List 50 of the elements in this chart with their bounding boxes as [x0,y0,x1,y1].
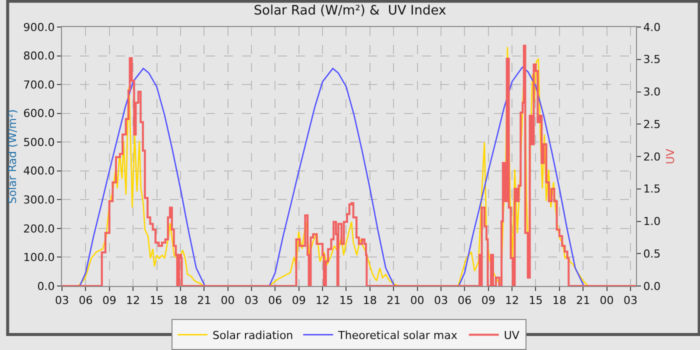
x-tick-label: 03 [434,294,448,308]
x-tick-label: 18 [552,294,566,308]
x-tick-label: 15 [339,294,354,308]
y2-tick-label: 0.0 [643,280,661,293]
y-tick-label: 400.0 [23,164,55,178]
y2-tick-label: 2.0 [643,150,661,164]
y2-tick-label: 4.0 [643,20,661,34]
y2-tick-label: 3.5 [643,53,661,66]
x-tick-label: 21 [576,294,590,308]
legend-label: Solar radiation [212,328,294,342]
x-tick-label: 03 [55,294,69,308]
x-tick-label: 09 [292,294,306,308]
y-axis-title: Solar Rad (W/m²) [6,109,19,204]
x-tick-label: 15 [150,294,164,308]
y2-tick-label: 0.5 [643,247,661,260]
legend-label: Theoretical solar max [337,328,458,342]
y2-tick-label: 1.0 [643,215,661,228]
y2-tick-label: 3.0 [643,86,661,99]
y-tick-label: 600.0 [23,107,55,120]
x-tick-label: 03 [244,294,258,308]
x-tick-label: 03 [623,294,638,308]
y-tick-label: 100.0 [23,251,55,264]
x-tick-label: 21 [197,294,212,308]
y-tick-label: 0.0 [37,280,55,293]
y-tick-label: 700.0 [23,78,55,92]
y2-axis-title: UV [664,148,677,164]
x-tick-label: 00 [600,294,614,308]
x-tick-label: 12 [126,294,140,308]
x-tick-label: 09 [102,294,116,308]
x-tick-label: 00 [220,294,235,308]
y-tick-label: 500.0 [23,136,55,149]
x-tick-label: 00 [410,294,424,308]
x-tick-label: 06 [458,294,472,308]
x-tick-label: 06 [78,294,93,308]
y-tick-label: 300.0 [23,194,55,207]
legend-label: UV [504,328,520,342]
x-tick-label: 06 [268,294,282,308]
x-tick-label: 15 [528,294,543,308]
y2-tick-label: 2.5 [643,118,661,131]
x-tick-label: 12 [316,294,330,308]
x-tick-label: 21 [386,294,401,308]
chart-title: Solar Rad (W/m²) & UV Index [254,3,447,18]
x-tick-label: 18 [173,294,188,308]
x-tick-label: 09 [481,294,496,308]
x-tick-label: 18 [362,294,377,308]
y-tick-label: 200.0 [23,222,55,236]
x-tick-label: 12 [505,294,520,308]
y-tick-label: 800.0 [23,50,55,63]
y2-tick-label: 1.5 [643,182,661,196]
y-tick-label: 900.0 [23,20,55,34]
